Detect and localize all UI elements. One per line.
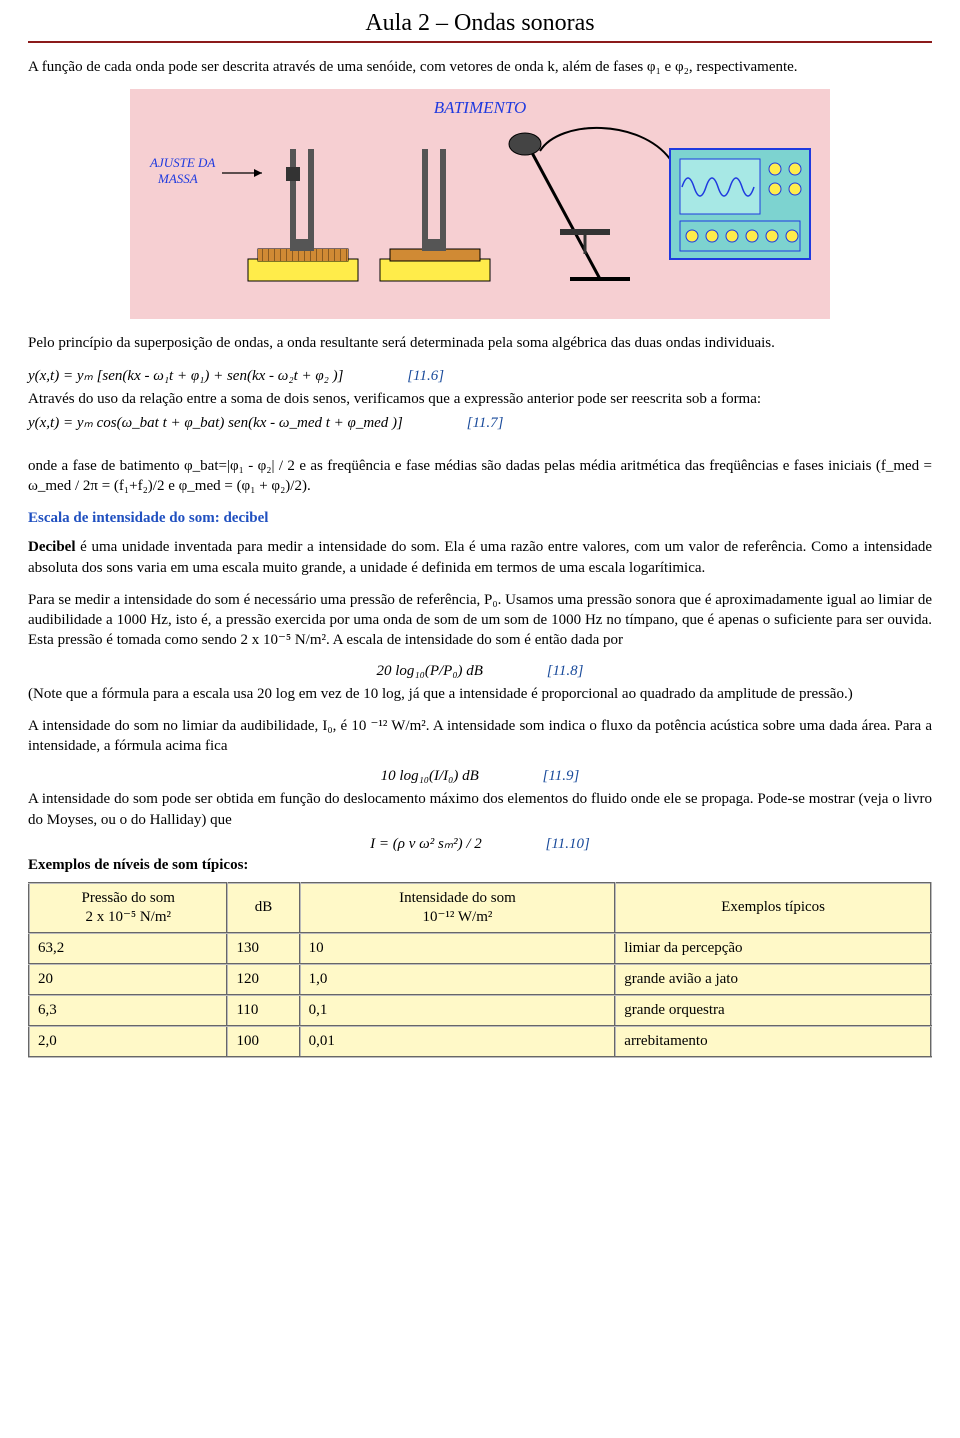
- table-cell: 6,3: [29, 995, 227, 1026]
- col-h1: Exemplos típicos: [721, 899, 825, 915]
- table-row: 201201,0grande avião a jato: [29, 964, 931, 995]
- batimento-illustration: BATIMENTO AJUSTE DA MASSA: [130, 89, 830, 319]
- paragraph-displacement: A intensidade do som pode ser obtida em …: [28, 789, 932, 830]
- eq-body: y(x,t) = yₘ [sen(kx - ω₁t + φ₁) + sen(kx…: [28, 368, 343, 384]
- table-cell: 110: [227, 995, 299, 1026]
- table-cell: grande avião a jato: [615, 964, 931, 995]
- paragraph-relation: Através do uso da relação entre a soma d…: [28, 389, 932, 409]
- eq-body: 10 log₁₀(I/I₀) dB: [381, 768, 479, 784]
- table-cell: 0,1: [300, 995, 616, 1026]
- examples-heading: Exemplos de níveis de som típicos:: [28, 857, 932, 874]
- col-db: dB: [227, 883, 299, 933]
- equation-11-9: 10 log₁₀(I/I₀) dB [11.9]: [28, 768, 932, 785]
- table-cell: 100: [227, 1026, 299, 1057]
- col-h1: Pressão do som: [82, 890, 175, 906]
- decibel-bold: Decibel: [28, 539, 75, 555]
- eq-body: 20 log₁₀(P/P₀) dB: [376, 663, 482, 679]
- paragraph-pressure-ref: Para se medir a intensidade do som é nec…: [28, 590, 932, 651]
- figure-annotation-l2: MASSA: [157, 171, 198, 186]
- section-heading-decibel: Escala de intensidade do som: decibel: [28, 510, 932, 527]
- table-cell: 1,0: [300, 964, 616, 995]
- figure-annotation-l1: AJUSTE DA: [149, 155, 215, 170]
- eq-body: y(x,t) = yₘ cos(ω_bat t + φ_bat) sen(kx …: [28, 415, 403, 431]
- table-row: 63,213010limiar da percepção: [29, 933, 931, 964]
- decibel-rest: é uma unidade inventada para medir a int…: [28, 539, 932, 575]
- col-h1: Intensidade do som: [399, 890, 516, 906]
- col-h2: 2 x 10⁻⁵ N/m²: [85, 909, 171, 925]
- paragraph-decibel-def: Decibel é uma unidade inventada para med…: [28, 537, 932, 578]
- col-h1: dB: [255, 899, 273, 915]
- table-body: 63,213010limiar da percepção201201,0gran…: [29, 933, 931, 1057]
- table-header-row: Pressão do som 2 x 10⁻⁵ N/m² dB Intensid…: [29, 883, 931, 933]
- table-cell: 63,2: [29, 933, 227, 964]
- page-title: Aula 2 – Ondas sonoras: [28, 10, 932, 37]
- equation-11-7: y(x,t) = yₘ cos(ω_bat t + φ_bat) sen(kx …: [28, 413, 932, 432]
- col-examples: Exemplos típicos: [615, 883, 931, 933]
- paragraph-intensity: A intensidade do som no limiar da audibi…: [28, 716, 932, 757]
- table-cell: 2,0: [29, 1026, 227, 1057]
- equation-11-8: 20 log₁₀(P/P₀) dB [11.8]: [28, 663, 932, 680]
- figure-batimento: BATIMENTO AJUSTE DA MASSA: [28, 89, 932, 319]
- paragraph-intro: A função de cada onda pode ser descrita …: [28, 57, 932, 77]
- eq-number: [11.6]: [407, 368, 444, 385]
- title-rule: [28, 41, 932, 43]
- sound-levels-table: Pressão do som 2 x 10⁻⁵ N/m² dB Intensid…: [28, 882, 932, 1058]
- paragraph-phase: onde a fase de batimento φ_bat=|φ₁ - φ₂|…: [28, 456, 932, 497]
- paragraph-superposition: Pelo princípio da superposição de ondas,…: [28, 333, 932, 353]
- eq-body: I = (ρ v ω² sₘ²) / 2: [370, 836, 482, 852]
- table-cell: limiar da percepção: [615, 933, 931, 964]
- table-cell: grande orquestra: [615, 995, 931, 1026]
- eq-number: [11.10]: [546, 836, 590, 853]
- col-h2: 10⁻¹² W/m²: [422, 909, 492, 925]
- equation-11-6: y(x,t) = yₘ [sen(kx - ω₁t + φ₁) + sen(kx…: [28, 366, 932, 385]
- figure-title: BATIMENTO: [434, 98, 527, 117]
- table-cell: 20: [29, 964, 227, 995]
- eq-number: [11.7]: [467, 415, 504, 432]
- equation-11-10: I = (ρ v ω² sₘ²) / 2 [11.10]: [28, 834, 932, 853]
- table-cell: arrebitamento: [615, 1026, 931, 1057]
- col-pressure: Pressão do som 2 x 10⁻⁵ N/m²: [29, 883, 227, 933]
- table-cell: 130: [227, 933, 299, 964]
- table-cell: 0,01: [300, 1026, 616, 1057]
- table-row: 2,01000,01arrebitamento: [29, 1026, 931, 1057]
- table-row: 6,31100,1grande orquestra: [29, 995, 931, 1026]
- paragraph-note20log: (Note que a fórmula para a escala usa 20…: [28, 684, 932, 704]
- col-intensity: Intensidade do som 10⁻¹² W/m²: [300, 883, 616, 933]
- table-cell: 120: [227, 964, 299, 995]
- eq-number: [11.8]: [547, 663, 584, 680]
- eq-number: [11.9]: [543, 768, 580, 785]
- table-cell: 10: [300, 933, 616, 964]
